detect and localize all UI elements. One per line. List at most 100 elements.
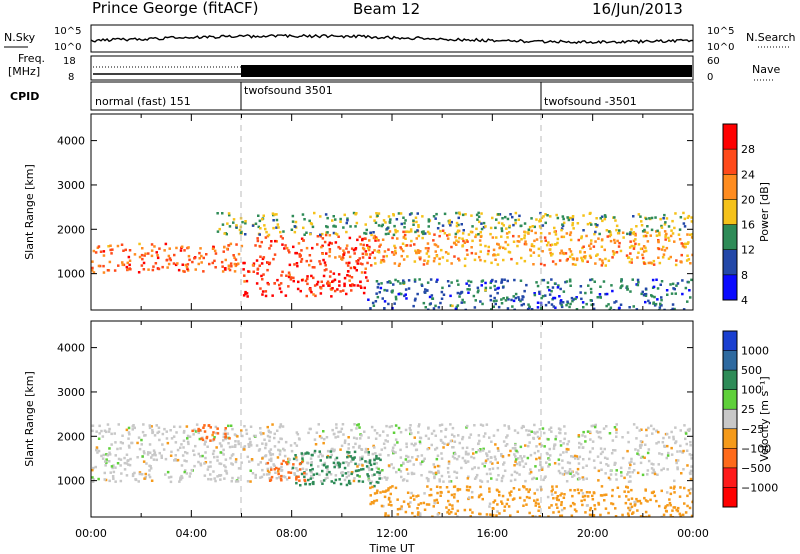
- scatter-point: [582, 229, 585, 232]
- scatter-point: [660, 296, 663, 299]
- scatter-point: [176, 448, 180, 452]
- scatter-point: [471, 239, 474, 243]
- scatter-point: [216, 230, 220, 233]
- scatter-point: [334, 241, 338, 244]
- scatter-point: [156, 431, 159, 435]
- scatter-point: [471, 467, 474, 471]
- scatter-point: [111, 475, 115, 478]
- scatter-point: [260, 475, 264, 479]
- scatter-point: [373, 446, 376, 449]
- scatter-point: [321, 454, 324, 458]
- scatter-point: [319, 480, 323, 483]
- scatter-point: [315, 283, 319, 286]
- scatter-point: [417, 425, 420, 428]
- scatter-point: [414, 297, 417, 301]
- scatter-point: [182, 446, 185, 449]
- scatter-point: [615, 251, 619, 254]
- scatter-point: [554, 491, 557, 494]
- scatter-point: [563, 507, 566, 510]
- scatter-point: [447, 462, 451, 465]
- scatter-point: [600, 264, 604, 267]
- scatter-point: [326, 449, 330, 453]
- scatter-point: [356, 284, 360, 287]
- scatter-point: [275, 466, 278, 470]
- scatter-point: [629, 252, 632, 255]
- scatter-point: [449, 294, 452, 298]
- scatter-point: [147, 252, 150, 255]
- scatter-point: [273, 253, 277, 256]
- scatter-point: [234, 458, 238, 461]
- scatter-point: [412, 219, 415, 222]
- scatter-point: [556, 216, 560, 220]
- scatter-point: [526, 456, 530, 460]
- scatter-point: [548, 293, 552, 296]
- scatter-point: [316, 280, 320, 284]
- scatter-point: [400, 292, 403, 296]
- scatter-point: [417, 251, 421, 254]
- scatter-point: [557, 284, 560, 287]
- scatter-point: [119, 447, 122, 450]
- scatter-point: [647, 515, 651, 517]
- scatter-point: [642, 234, 646, 238]
- scatter-point: [229, 424, 233, 427]
- scatter-point: [328, 282, 331, 285]
- scatter-point: [535, 457, 538, 461]
- scatter-point: [174, 441, 178, 444]
- scatter-point: [385, 254, 388, 258]
- scatter-point: [394, 230, 398, 234]
- scatter-point: [281, 243, 284, 246]
- scatter-point: [402, 258, 406, 261]
- scatter-point: [655, 442, 658, 445]
- scatter-point: [326, 467, 329, 471]
- scatter-point: [213, 249, 217, 253]
- scatter-point: [320, 280, 323, 283]
- scatter-point: [361, 256, 365, 259]
- scatter-point: [235, 243, 238, 246]
- scatter-point: [601, 261, 604, 265]
- scatter-point: [590, 424, 593, 428]
- scatter-point: [446, 443, 449, 446]
- scatter-point: [333, 278, 337, 282]
- scatter-point: [413, 299, 417, 302]
- scatter-point: [571, 501, 575, 505]
- scatter-point: [514, 211, 518, 215]
- scatter-point: [501, 494, 505, 498]
- scatter-point: [422, 501, 426, 505]
- scatter-point: [602, 280, 606, 283]
- scatter-point: [583, 256, 587, 260]
- scatter-point: [570, 455, 573, 458]
- scatter-point: [251, 224, 255, 227]
- scatter-point: [674, 292, 677, 295]
- scatter-point: [584, 255, 587, 258]
- scatter-point: [557, 427, 561, 430]
- scatter-point: [230, 480, 233, 483]
- scatter-point: [568, 461, 572, 465]
- scatter-point: [615, 431, 618, 434]
- scatter-point: [427, 218, 431, 221]
- scatter-point: [334, 458, 337, 461]
- scatter-point: [469, 280, 473, 284]
- noise-panel-frame: [90, 24, 694, 53]
- scatter-point: [367, 246, 370, 250]
- scatter-point: [436, 454, 440, 457]
- scatter-point: [662, 245, 665, 249]
- scatter-point: [448, 503, 451, 506]
- scatter-point: [262, 273, 265, 276]
- colorbar-tick-label: 8: [741, 269, 748, 282]
- scatter-point: [108, 451, 111, 454]
- scatter-point: [350, 276, 354, 279]
- scatter-point: [364, 250, 368, 253]
- scatter-point: [543, 263, 546, 267]
- scatter-point: [508, 231, 511, 234]
- scatter-point: [164, 457, 168, 461]
- scatter-point: [521, 460, 524, 463]
- scatter-point: [500, 453, 503, 456]
- scatter-point: [538, 505, 541, 509]
- noise-right-tick-top: 10^5: [707, 26, 734, 37]
- scatter-point: [581, 492, 585, 495]
- scatter-point: [514, 443, 517, 447]
- scatter-point: [229, 242, 233, 246]
- scatter-point: [540, 296, 543, 300]
- scatter-point: [311, 266, 315, 269]
- scatter-point: [507, 250, 511, 254]
